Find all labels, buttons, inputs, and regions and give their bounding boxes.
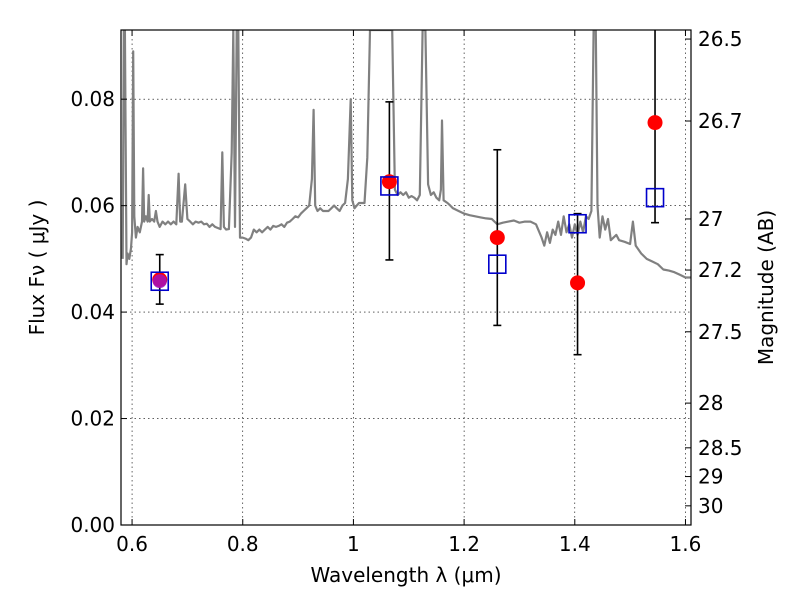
x-tick-label: 0.8	[227, 532, 259, 556]
y-tick-label: 0.00	[70, 513, 115, 537]
axis-ticks: 0.6 0.8 1 1.2 1.4 1.6 0.00 0.02 0.04 0.06 0.08 26.5…	[70, 27, 742, 556]
y2-tick-label: 30	[698, 494, 723, 518]
x-tick-label: 1.6	[670, 532, 702, 556]
y2-tick-label: 27.2	[698, 258, 743, 282]
x-tick-label: 1.4	[559, 532, 591, 556]
y2-tick-label: 27.5	[698, 320, 743, 344]
spectrum-line	[121, 30, 691, 279]
model-point	[488, 254, 507, 274]
x-tick-label: 0.6	[116, 532, 148, 556]
x-tick-label: 1	[347, 532, 360, 556]
model-point	[150, 271, 170, 292]
model-point	[568, 213, 587, 234]
plot-frame	[120, 29, 692, 526]
overlap-point	[152, 274, 167, 289]
y-tick-label: 0.02	[70, 407, 115, 431]
y-tick-label: 0.06	[70, 194, 115, 218]
observed-point	[647, 115, 663, 131]
y-axis-label: Flux Fν ( μJy )	[25, 200, 49, 336]
y2-tick-label: 26.7	[698, 109, 743, 133]
y2-axis-label: Magnitude (AB)	[754, 210, 778, 365]
y2-tick-label: 29	[698, 465, 723, 489]
y2-tick-label: 27	[698, 207, 723, 231]
model-spectrum	[121, 30, 691, 279]
observed-point	[570, 275, 586, 291]
y-tick-label: 0.04	[70, 300, 115, 324]
data-markers	[150, 115, 665, 292]
model-point	[645, 187, 665, 208]
y2-tick-label: 26.5	[698, 27, 743, 51]
model-point	[380, 176, 399, 196]
observed-point	[381, 174, 397, 190]
y-tick-label: 0.08	[70, 87, 115, 111]
y2-tick-label: 28.5	[698, 436, 743, 460]
x-tick-label: 1.2	[448, 532, 480, 556]
y2-tick-label: 28	[698, 391, 723, 415]
grid-lines	[121, 30, 691, 526]
x-axis-label: Wavelength λ (μm)	[310, 563, 501, 587]
observed-point	[489, 230, 505, 246]
